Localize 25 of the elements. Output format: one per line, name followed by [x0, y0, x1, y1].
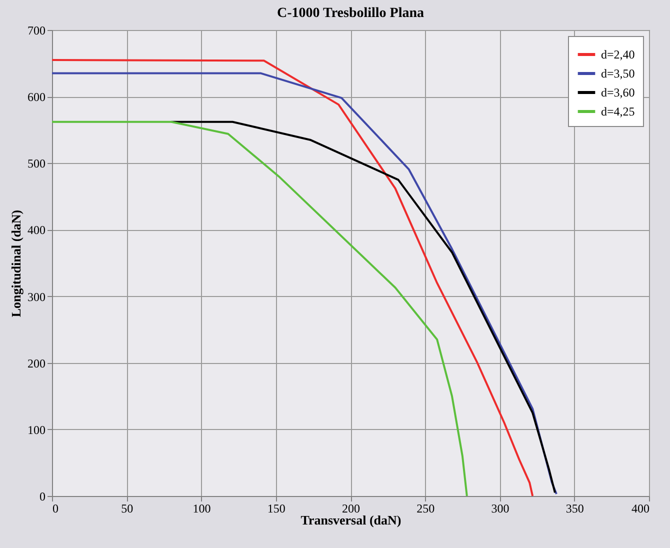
legend-label: d=2,40: [601, 48, 635, 62]
line-series: [51, 120, 468, 497]
y-axis-title: Longitudinal (daN): [8, 210, 24, 318]
x-tick-label: 100: [192, 502, 211, 516]
chart-title: C-1000 Tresbolillo Plana: [276, 6, 424, 21]
x-tick-label: 400: [632, 502, 650, 516]
x-tick-label: 50: [121, 502, 134, 516]
x-tick-label: 200: [342, 502, 360, 516]
y-tick-label: 100: [28, 422, 46, 437]
y-tick-label: 600: [28, 90, 46, 104]
legend-label: d=4,25: [601, 104, 635, 118]
y-tick-label: 200: [28, 356, 46, 370]
legend-label: d=3,60: [601, 86, 635, 100]
x-tick-label: 300: [491, 502, 510, 516]
y-tick-label: 300: [28, 290, 46, 304]
y-tick-label: 400: [28, 223, 46, 238]
x-tick-label: 250: [416, 502, 435, 516]
x-tick-label: 350: [566, 502, 584, 516]
y-tick-label: 500: [28, 156, 46, 171]
legend-label: d=3,50: [601, 66, 635, 80]
x-tick-label: 150: [267, 502, 286, 516]
x-tick-label: 0: [52, 502, 58, 516]
x-axis-title: Transversal (daN): [300, 512, 402, 528]
y-tick-label: 0: [40, 490, 46, 504]
y-tick-label: 700: [28, 24, 46, 38]
